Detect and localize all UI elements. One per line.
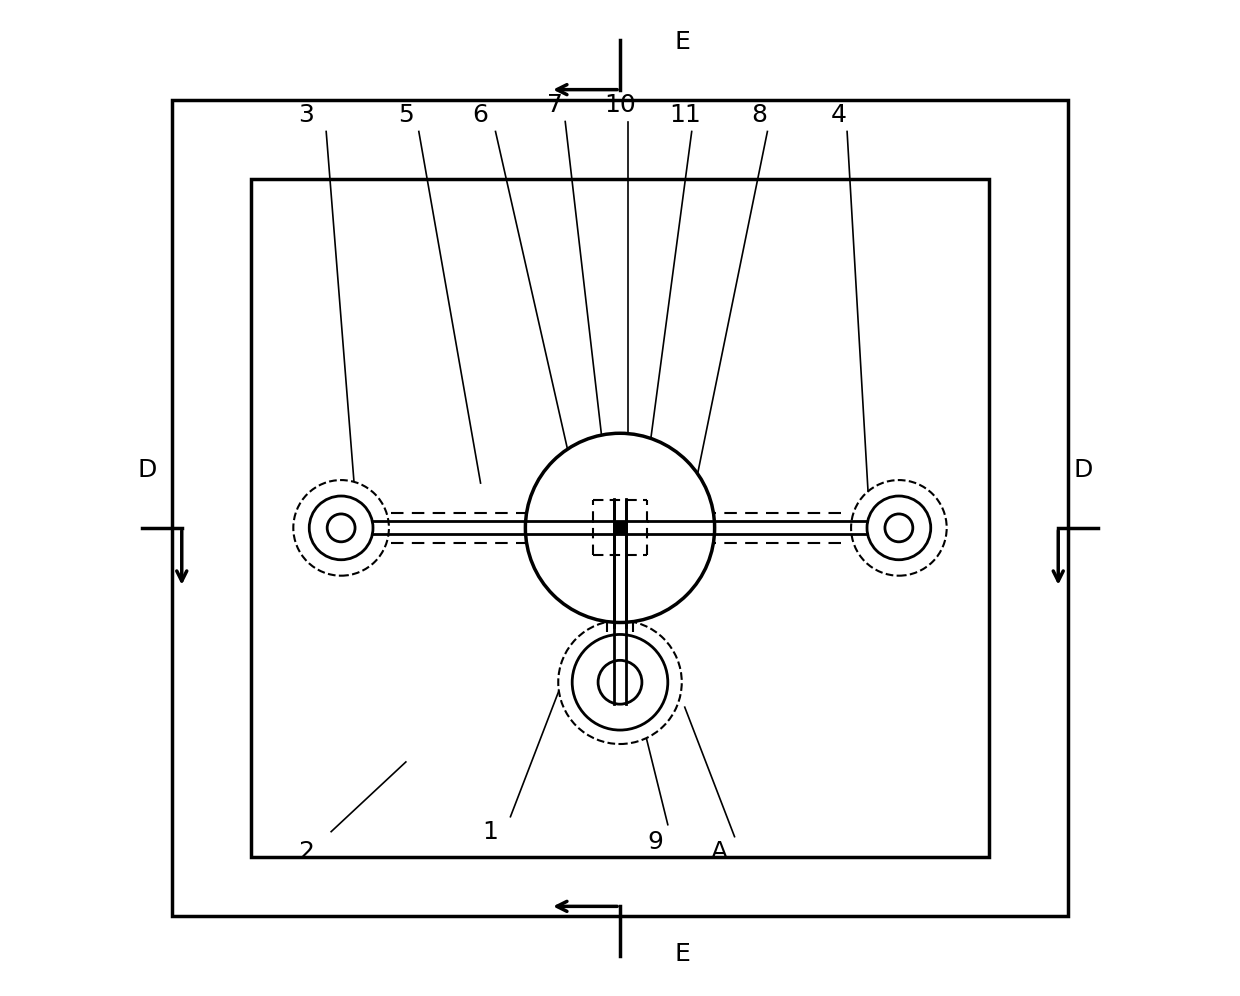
Circle shape [309, 496, 373, 560]
Text: E: E [675, 942, 691, 966]
Circle shape [851, 480, 946, 576]
Circle shape [558, 621, 682, 744]
Text: 6: 6 [472, 103, 489, 126]
Text: 1: 1 [482, 820, 498, 844]
Circle shape [294, 480, 389, 576]
Text: A: A [711, 840, 728, 864]
Text: D: D [1074, 458, 1092, 482]
Text: 8: 8 [751, 103, 768, 126]
Text: D: D [138, 458, 156, 482]
Circle shape [327, 514, 355, 542]
Text: 4: 4 [831, 103, 847, 126]
Text: 5: 5 [398, 103, 414, 126]
Text: E: E [675, 30, 691, 54]
Circle shape [526, 433, 714, 622]
Circle shape [885, 514, 913, 542]
Text: 11: 11 [668, 103, 701, 126]
Circle shape [867, 496, 931, 560]
Text: 10: 10 [604, 93, 636, 117]
Text: 9: 9 [647, 830, 663, 854]
Text: 2: 2 [299, 840, 314, 864]
Circle shape [572, 634, 668, 730]
Bar [252, 179, 988, 857]
Bar [614, 522, 626, 534]
Text: 7: 7 [547, 93, 563, 117]
Circle shape [598, 660, 642, 704]
Text: 3: 3 [299, 103, 314, 126]
Bar [172, 100, 1068, 916]
